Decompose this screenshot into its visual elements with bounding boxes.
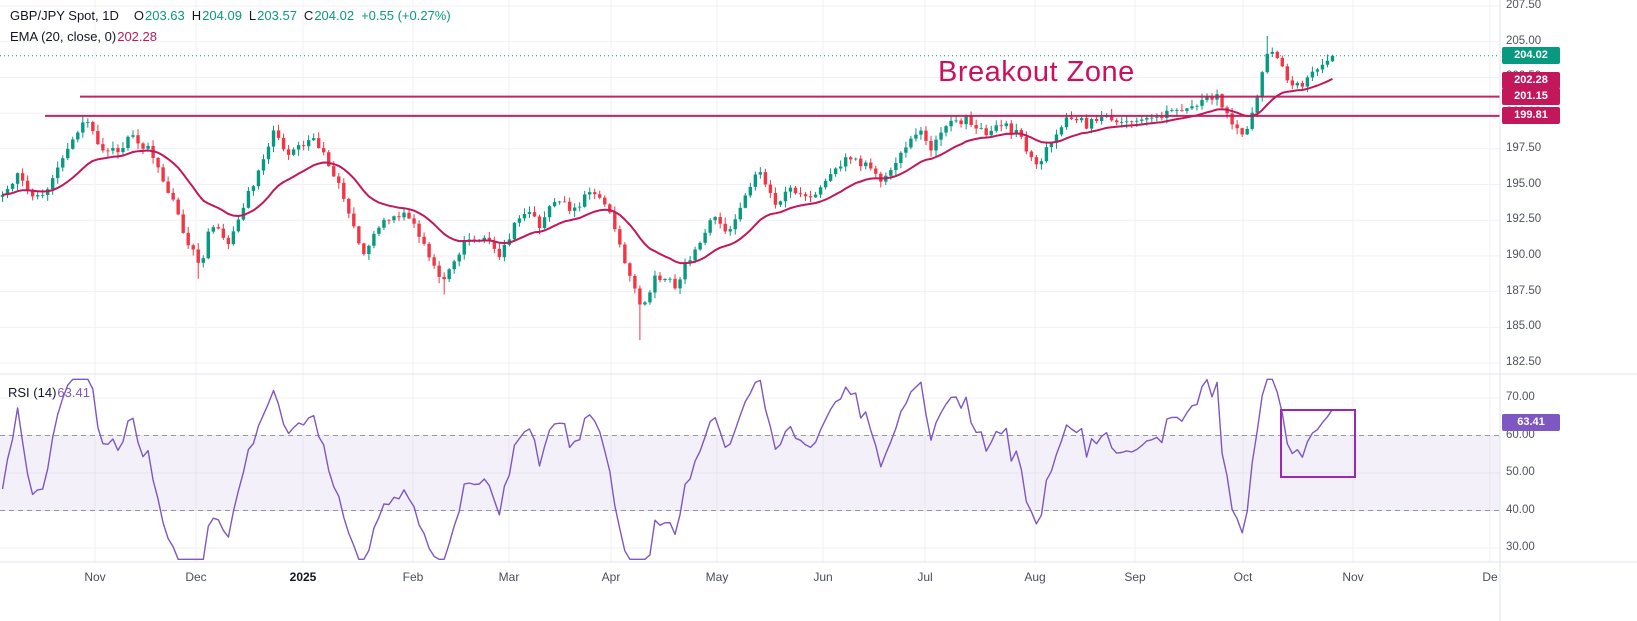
close-label: C <box>303 8 314 23</box>
rsi-highlight-box[interactable] <box>1280 409 1356 478</box>
high-value: 204.09 <box>202 8 242 23</box>
ema-value: 202.28 <box>117 29 157 44</box>
time-axis-label: Nov <box>84 570 106 584</box>
open-value: 203.63 <box>145 8 185 23</box>
time-axis-label: De <box>1482 570 1498 584</box>
candlestick-series[interactable] <box>0 35 1335 341</box>
price-axis-label: 195.00 <box>1506 177 1542 190</box>
rsi-title[interactable]: RSI (14) <box>8 385 57 400</box>
symbol-title[interactable]: GBP/JPY Spot, 1D <box>10 8 119 23</box>
time-axis-label: May <box>705 570 729 584</box>
rsi-legend[interactable]: RSI (14) 63.41 <box>8 385 90 400</box>
ema-legend[interactable]: EMA (20, close, 0) 202.28 <box>10 29 157 44</box>
last-price-badge: 204.02 <box>1502 47 1560 65</box>
price-axis-label: 207.50 <box>1506 0 1542 11</box>
time-axis-label: Oct <box>1233 570 1253 584</box>
time-axis-label: Apr <box>601 570 621 584</box>
time-axis-label: Jun <box>813 570 833 584</box>
ema-badge: 202.28 <box>1502 72 1560 90</box>
time-axis-label: Mar <box>498 570 520 584</box>
high-label: H <box>191 8 202 23</box>
time-axis-label: Nov <box>1342 570 1364 584</box>
time-axis-label: Dec <box>185 570 207 584</box>
price-axis-label: 205.00 <box>1506 34 1542 47</box>
breakout-zone-label[interactable]: Breakout Zone <box>938 56 1135 88</box>
time-axis-label: Aug <box>1024 570 1046 584</box>
time-axis-label: 2025 <box>289 570 317 584</box>
level-badge-1: 201.15 <box>1502 88 1560 106</box>
change-value: +0.55 (+0.27%) <box>361 8 451 23</box>
rsi-value: 63.41 <box>57 385 90 400</box>
price-axis-label: 182.50 <box>1506 356 1542 368</box>
price-axis-label: 185.00 <box>1506 320 1542 333</box>
low-label: L <box>248 8 257 23</box>
rsi-band <box>0 435 1500 511</box>
ema-title[interactable]: EMA (20, close, 0) <box>10 29 117 44</box>
rsi-axis-label: 40.00 <box>1506 503 1535 516</box>
rsi-axis-label: 30.00 <box>1506 541 1535 553</box>
time-axis-label: Feb <box>402 570 424 584</box>
rsi-axis-label: 60.00 <box>1506 428 1535 441</box>
price-axis-label: 192.50 <box>1506 213 1542 226</box>
price-axis-label: 197.50 <box>1506 141 1542 154</box>
time-axis-label: Jul <box>917 570 933 584</box>
symbol-legend[interactable]: GBP/JPY Spot, 1D O 203.63 H 204.09 L 203… <box>10 8 451 23</box>
time-axis[interactable]: Nov Dec 2025 Feb Mar Apr May Jun Jul Aug Sep Oct Nov… <box>0 566 1502 594</box>
open-label: O <box>133 8 144 23</box>
ema-line[interactable] <box>2 77 1333 265</box>
rsi-axis-label: 50.00 <box>1506 466 1535 478</box>
low-value: 203.57 <box>257 8 297 23</box>
close-value: 204.02 <box>314 8 355 23</box>
price-axis-label: 187.50 <box>1506 284 1542 297</box>
time-axis-label: Sep <box>1124 570 1146 584</box>
price-axis-label: 190.00 <box>1506 248 1542 261</box>
rsi-badge: 63.41 <box>1502 414 1560 432</box>
rsi-axis-label: 70.00 <box>1506 391 1535 403</box>
rsi-line[interactable] <box>1 378 1334 560</box>
level-badge-2: 199.81 <box>1502 107 1560 125</box>
